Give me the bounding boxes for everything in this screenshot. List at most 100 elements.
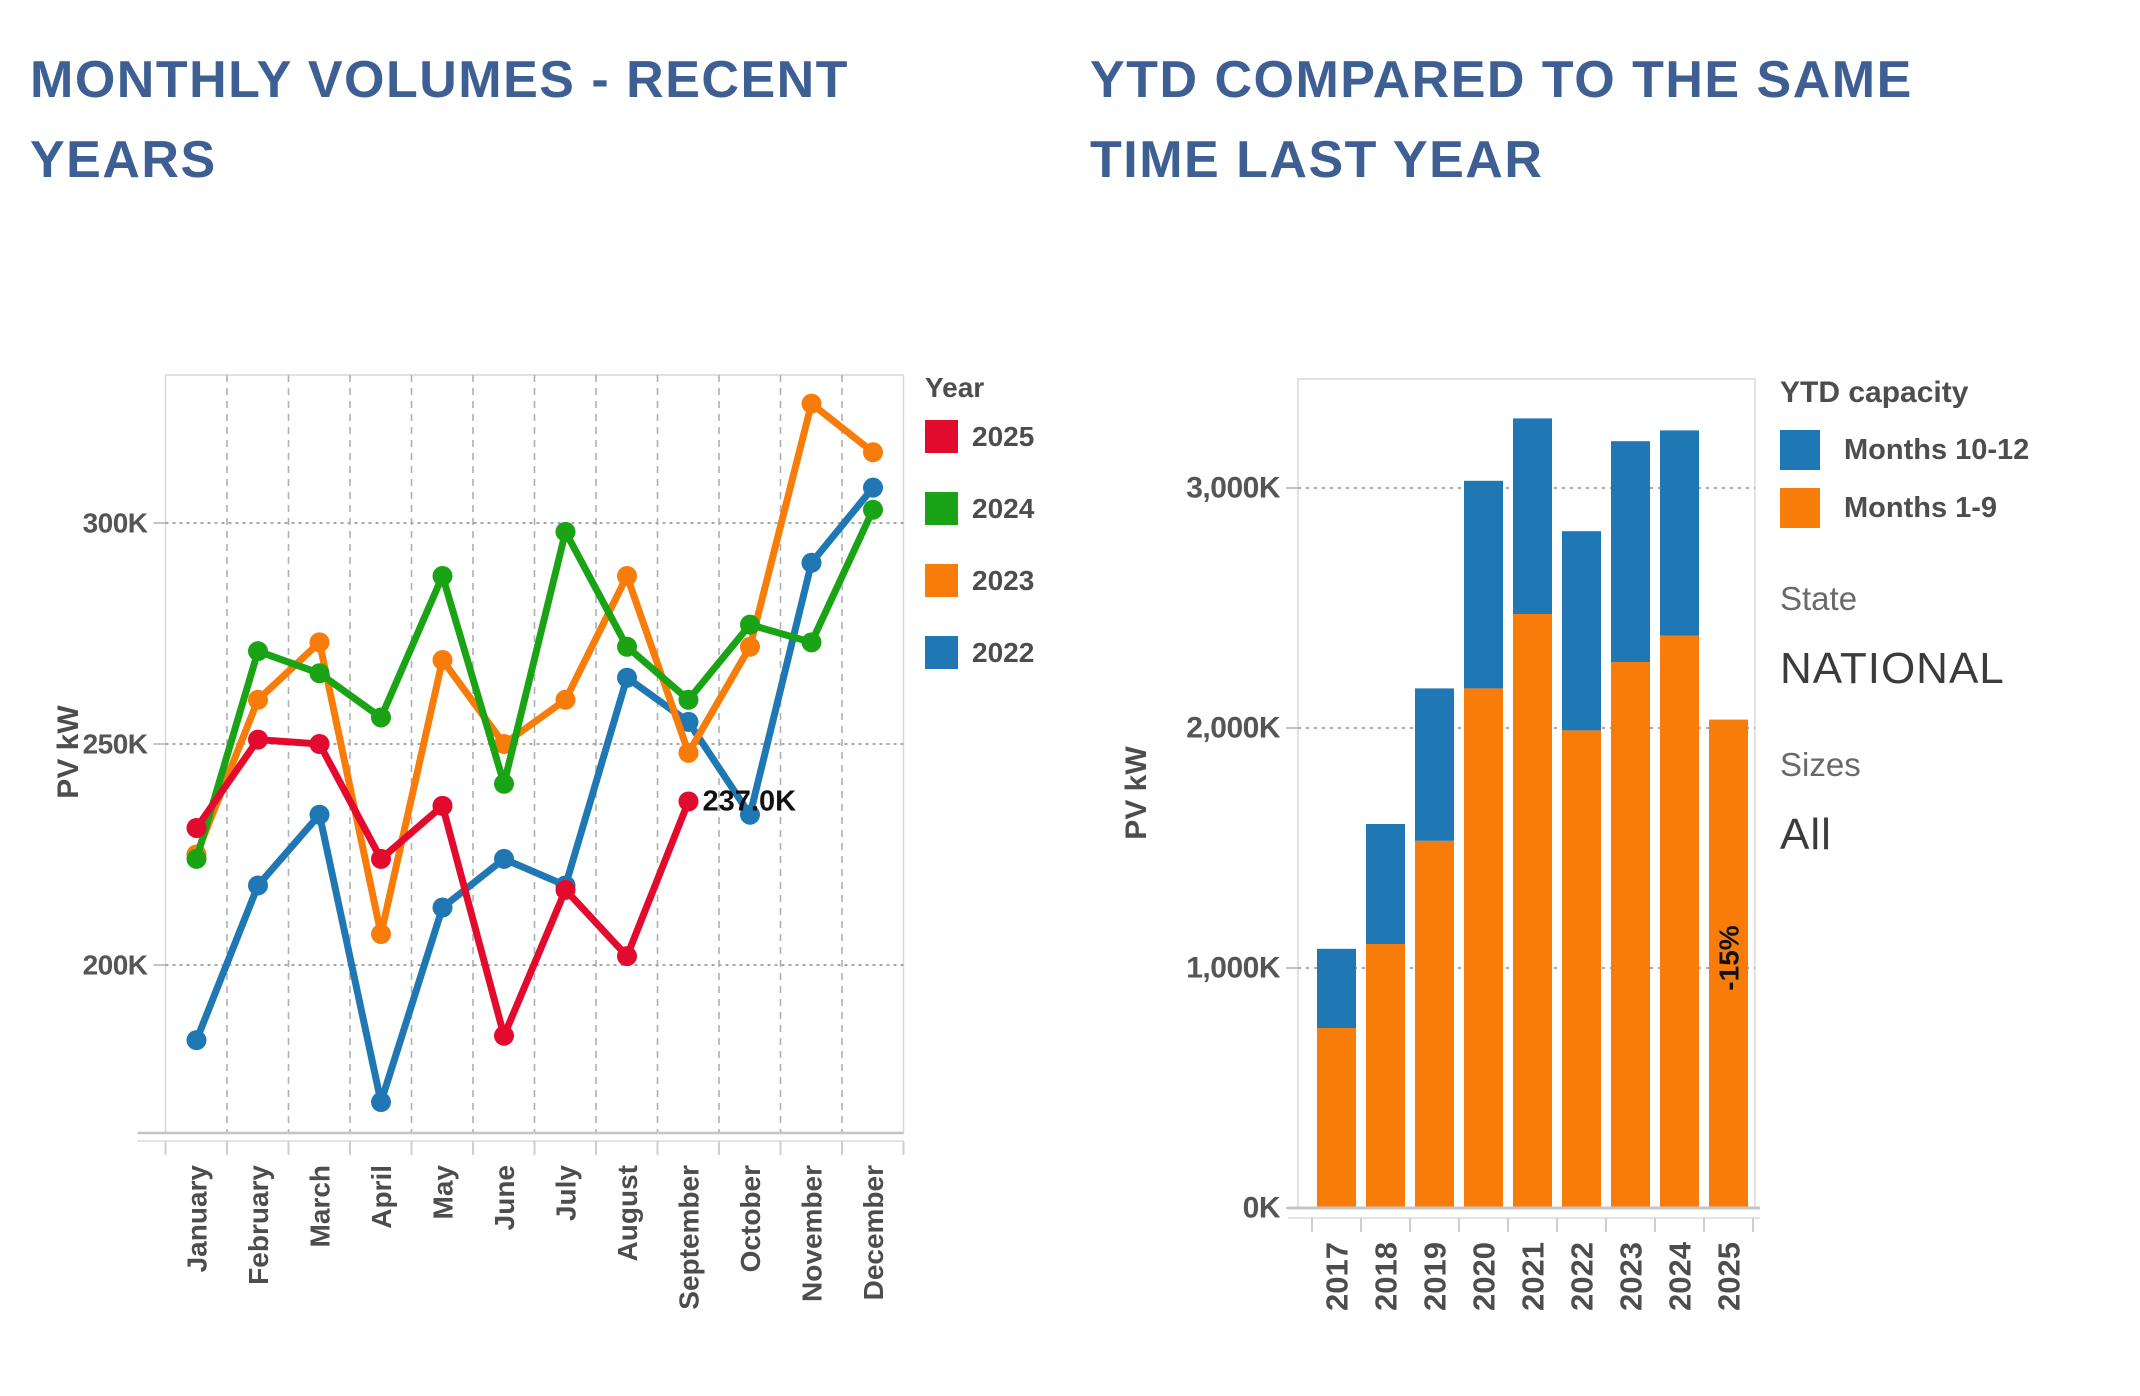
- x-tick-label-september: September: [674, 1165, 705, 1310]
- point-2024-september[interactable]: [678, 689, 699, 710]
- bar-2019-months-10-12[interactable]: [1415, 688, 1454, 841]
- point-2022-june[interactable]: [494, 848, 514, 869]
- bar-2021-months-10-12[interactable]: [1513, 418, 1552, 614]
- bar-2022-months-1-9[interactable]: [1562, 730, 1601, 1208]
- point-2023-march[interactable]: [309, 632, 330, 653]
- ytd-legend-items: Months 10-12 Months 1-9: [1780, 430, 2110, 528]
- year-legend-items: 2025 2024 2023 2022: [925, 420, 1034, 669]
- bar-2020-months-10-12[interactable]: [1464, 480, 1503, 689]
- x-tick-label-march: March: [305, 1165, 336, 1247]
- y-tick-label: 300K: [83, 508, 148, 539]
- x-tick-label-2024: 2024: [1663, 1241, 1698, 1311]
- legend-swatch-icon[interactable]: [1780, 430, 1820, 470]
- point-2025-january[interactable]: [186, 817, 207, 838]
- ytd-stacked-bar-chart: 0K 1,000K 2,000K 3,000K 2017 2018 2019 2020 2021…: [1120, 378, 1760, 1311]
- point-2024-january[interactable]: [186, 848, 207, 869]
- legend-swatch-icon[interactable]: [925, 420, 958, 453]
- ytd-legend-title: YTD capacity: [1780, 376, 1969, 409]
- bar-2022-months-10-12[interactable]: [1562, 531, 1601, 731]
- point-2024-august[interactable]: [617, 636, 637, 657]
- bar-2023-months-1-9[interactable]: [1611, 662, 1650, 1208]
- x-tick-label-october: October: [735, 1165, 766, 1272]
- point-2024-may[interactable]: [432, 566, 453, 587]
- legend-item-2022[interactable]: 2022: [925, 636, 1034, 669]
- legend-swatch-icon[interactable]: [925, 636, 958, 669]
- x-tick-label-december: December: [858, 1165, 889, 1301]
- bar-2023-months-10-12[interactable]: [1611, 441, 1650, 662]
- bar-2017-months-10-12[interactable]: [1317, 948, 1356, 1028]
- line-2024[interactable]: [193, 506, 877, 863]
- point-2023-april[interactable]: [371, 924, 391, 945]
- left-chart-title-line2: YEARS: [30, 131, 217, 189]
- point-2023-october[interactable]: [740, 636, 760, 657]
- point-2024-november[interactable]: [801, 632, 822, 653]
- line-2025[interactable]: [193, 736, 692, 1040]
- point-2022-february[interactable]: [248, 875, 268, 896]
- point-2025-may[interactable]: [432, 795, 453, 816]
- legend-item-months-1-9[interactable]: Months 1-9: [1780, 488, 2110, 528]
- legend-swatch-icon[interactable]: [925, 564, 958, 597]
- point-2023-september[interactable]: [678, 742, 699, 763]
- bar-2024-months-10-12[interactable]: [1660, 430, 1699, 636]
- right-chart-title: YTD COMPARED TO THE SAME TIME LAST YEAR: [1090, 40, 2110, 200]
- x-tick-label-2018: 2018: [1369, 1242, 1404, 1311]
- line-2023[interactable]: [193, 400, 877, 938]
- point-2022-august[interactable]: [617, 667, 637, 688]
- point-2023-may[interactable]: [432, 650, 453, 671]
- bar-2020-months-1-9[interactable]: [1464, 688, 1503, 1208]
- point-2023-july[interactable]: [555, 689, 576, 710]
- point-2025-september[interactable]: [678, 791, 699, 812]
- point-2022-april[interactable]: [371, 1092, 391, 1113]
- right-side-panel: YTD capacity Months 10-12 Months 1-9 Stat…: [1780, 376, 2110, 860]
- legend-label: 2024: [972, 492, 1035, 524]
- point-2024-october[interactable]: [740, 614, 760, 635]
- point-2023-february[interactable]: [248, 689, 268, 710]
- point-2025-march[interactable]: [309, 734, 330, 754]
- point-2024-february[interactable]: [248, 641, 268, 662]
- bar-2021-months-1-9[interactable]: [1513, 614, 1552, 1208]
- point-2023-december[interactable]: [863, 442, 883, 463]
- point-2022-may[interactable]: [432, 897, 453, 918]
- state-label: State: [1780, 580, 1858, 617]
- bar-label-minus-15pct: -15%: [1714, 925, 1745, 990]
- point-2025-august[interactable]: [617, 946, 637, 967]
- bar-2019-months-1-9[interactable]: [1415, 840, 1454, 1208]
- bar-2025-months-1-9[interactable]: [1709, 719, 1748, 1208]
- line-2022[interactable]: [193, 484, 877, 1106]
- x-tick-label-2021: 2021: [1516, 1242, 1551, 1311]
- point-2022-november[interactable]: [801, 552, 822, 573]
- x-tick-label-january: January: [182, 1165, 213, 1273]
- legend-item-2024[interactable]: 2024: [925, 492, 1034, 525]
- point-2022-september[interactable]: [678, 711, 699, 732]
- point-2024-april[interactable]: [371, 707, 391, 728]
- x-tick-label-2017: 2017: [1320, 1242, 1355, 1311]
- point-2024-december[interactable]: [863, 499, 883, 520]
- point-2022-october[interactable]: [740, 804, 760, 825]
- point-2024-june[interactable]: [494, 773, 514, 794]
- bar-2018-months-1-9[interactable]: [1366, 944, 1405, 1208]
- point-2022-december[interactable]: [863, 477, 883, 498]
- legend-swatch-icon[interactable]: [925, 492, 958, 525]
- state-value[interactable]: NATIONAL: [1780, 644, 2005, 693]
- legend-item-2025[interactable]: 2025: [925, 420, 1034, 453]
- bar-2024-months-1-9[interactable]: [1660, 635, 1699, 1208]
- point-2022-march[interactable]: [309, 804, 330, 825]
- point-2024-march[interactable]: [309, 663, 330, 684]
- bar-2018-months-10-12[interactable]: [1366, 824, 1405, 944]
- point-2024-july[interactable]: [555, 521, 576, 542]
- x-tick-label-february: February: [243, 1165, 274, 1285]
- legend-swatch-icon[interactable]: [1780, 488, 1820, 528]
- bar-2017-months-1-9[interactable]: [1317, 1028, 1356, 1208]
- sizes-value[interactable]: All: [1780, 810, 1832, 859]
- point-2025-june[interactable]: [494, 1025, 514, 1046]
- legend-item-months-10-12[interactable]: Months 10-12: [1780, 430, 2110, 470]
- point-2025-april[interactable]: [371, 848, 391, 869]
- point-2023-august[interactable]: [617, 566, 637, 587]
- point-2023-november[interactable]: [801, 393, 822, 414]
- point-2025-july[interactable]: [555, 879, 576, 900]
- x-tick-label-august: August: [612, 1165, 643, 1261]
- right-chart-title-line2: TIME LAST YEAR: [1090, 131, 1544, 189]
- point-2025-february[interactable]: [248, 729, 268, 750]
- legend-item-2023[interactable]: 2023: [925, 564, 1034, 597]
- point-2022-january[interactable]: [186, 1030, 207, 1051]
